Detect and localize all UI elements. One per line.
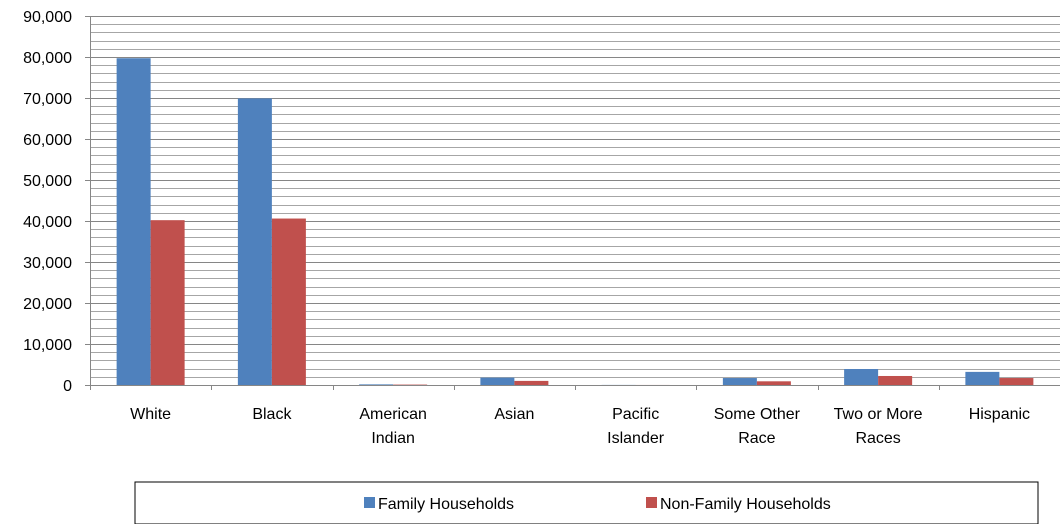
- x-category-label: White: [130, 406, 171, 423]
- x-category-label: Two or More: [834, 406, 923, 423]
- x-category-label: Asian: [494, 406, 534, 423]
- bar-non-family-households-6: [878, 375, 913, 385]
- x-category-label: Some Other: [714, 406, 801, 423]
- axes: [85, 16, 1060, 390]
- x-category-label: Black: [252, 406, 292, 423]
- grid-lines: [90, 16, 1060, 385]
- y-tick-label: 50,000: [23, 173, 72, 190]
- legend-box: [134, 481, 1039, 524]
- bar-non-family-households-3: [514, 380, 549, 385]
- x-axis-category-labels: White Black American Indian Asian Pacific Isla…: [130, 406, 1030, 447]
- plot-area: [90, 16, 1060, 385]
- y-tick-label: 40,000: [23, 214, 72, 231]
- x-category-label: Race: [738, 430, 775, 447]
- y-tick-label: 10,000: [23, 337, 72, 354]
- bar-non-family-households-0: [150, 220, 185, 385]
- legend: Family Households Non-Family Households: [134, 481, 1039, 524]
- legend-label-family-households: Family Households: [378, 496, 514, 513]
- bar-family-households-1: [237, 98, 272, 385]
- y-tick-label: 20,000: [23, 296, 72, 313]
- y-axis-tick-labels: 0 10,000 20,000 30,000 40,000 50,000 60,000 70,…: [23, 9, 72, 395]
- x-category-label: Indian: [371, 430, 415, 447]
- bar-family-households-7: [965, 371, 1000, 385]
- y-tick-label: 30,000: [23, 255, 72, 272]
- bar-family-households-5: [722, 378, 757, 385]
- x-category-label: American: [359, 406, 427, 423]
- legend-swatch-family-households: [364, 497, 375, 508]
- bar-family-households-6: [844, 369, 879, 385]
- y-tick-label: 60,000: [23, 132, 72, 149]
- y-tick-label: 0: [63, 378, 72, 395]
- bars: [116, 58, 1034, 385]
- bar-family-households-0: [116, 58, 151, 385]
- bar-non-family-households-1: [271, 218, 306, 385]
- bar-family-households-3: [480, 377, 515, 385]
- bar-non-family-households-7: [999, 378, 1034, 385]
- legend-label-non-family-households: Non-Family Households: [660, 496, 831, 513]
- y-tick-label: 70,000: [23, 91, 72, 108]
- x-category-label: Pacific: [612, 406, 659, 423]
- x-category-label: Hispanic: [969, 406, 1030, 423]
- y-tick-label: 90,000: [23, 9, 72, 26]
- legend-swatch-non-family-households: [646, 497, 657, 508]
- y-tick-label: 80,000: [23, 50, 72, 67]
- x-category-label: Races: [855, 430, 900, 447]
- bar-family-households-2: [359, 384, 394, 385]
- bar-non-family-households-5: [756, 381, 791, 385]
- x-category-label: Islander: [607, 430, 665, 447]
